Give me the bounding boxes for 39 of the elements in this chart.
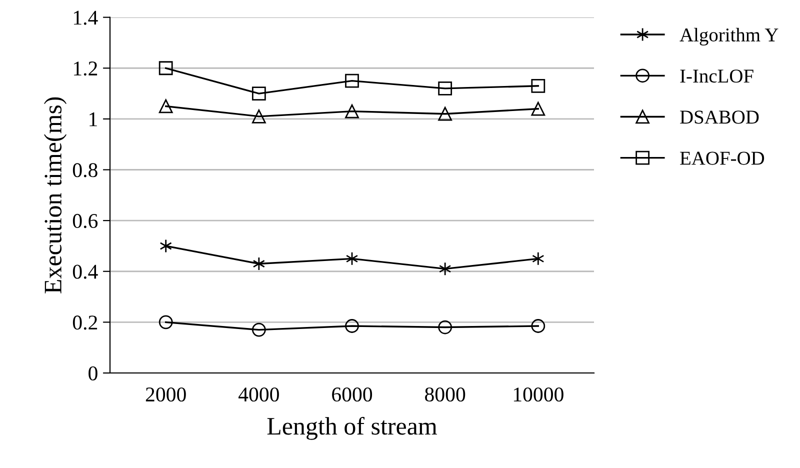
x-tick-label: 6000 bbox=[332, 387, 372, 402]
y-axis-title: Execution time(ms) bbox=[44, 97, 67, 294]
legend-label: DSABOD bbox=[680, 110, 759, 124]
point bbox=[438, 320, 452, 334]
point bbox=[345, 319, 359, 333]
point bbox=[532, 252, 544, 266]
legend-label: EAOF-OD bbox=[680, 152, 764, 165]
point bbox=[346, 252, 358, 266]
point bbox=[160, 239, 172, 253]
point bbox=[158, 315, 173, 330]
x-tick-label: 10000 bbox=[514, 387, 564, 402]
y-tick-label: 1.2 bbox=[74, 62, 98, 76]
point bbox=[158, 99, 173, 114]
point bbox=[438, 262, 452, 276]
point bbox=[438, 82, 452, 96]
y-tick-label: 1 bbox=[90, 112, 97, 126]
x-tick-label: 2000 bbox=[146, 387, 186, 402]
y-tick-label: 0.6 bbox=[72, 214, 98, 228]
point bbox=[252, 86, 266, 100]
y-tick-label: 0.4 bbox=[72, 264, 98, 279]
point bbox=[252, 109, 266, 124]
point bbox=[531, 102, 546, 116]
point bbox=[345, 104, 359, 118]
x-axis-title: Length of stream bbox=[267, 416, 437, 440]
point bbox=[345, 74, 359, 88]
point bbox=[531, 78, 546, 93]
point bbox=[252, 322, 266, 337]
point bbox=[531, 319, 546, 333]
point bbox=[158, 61, 173, 76]
point bbox=[252, 256, 266, 271]
y-tick-label: 0 bbox=[88, 366, 98, 380]
point bbox=[438, 106, 452, 121]
legend-label: Algorithm Y bbox=[680, 28, 778, 46]
x-tick-label: 8000 bbox=[425, 387, 466, 402]
x-tick-label: 4000 bbox=[238, 387, 279, 402]
y-tick-label: 0.8 bbox=[72, 163, 98, 178]
y-tick-label: 0.2 bbox=[72, 316, 98, 330]
y-tick-label: 1.4 bbox=[74, 10, 98, 25]
legend-label: I-IncLOF bbox=[680, 70, 754, 83]
